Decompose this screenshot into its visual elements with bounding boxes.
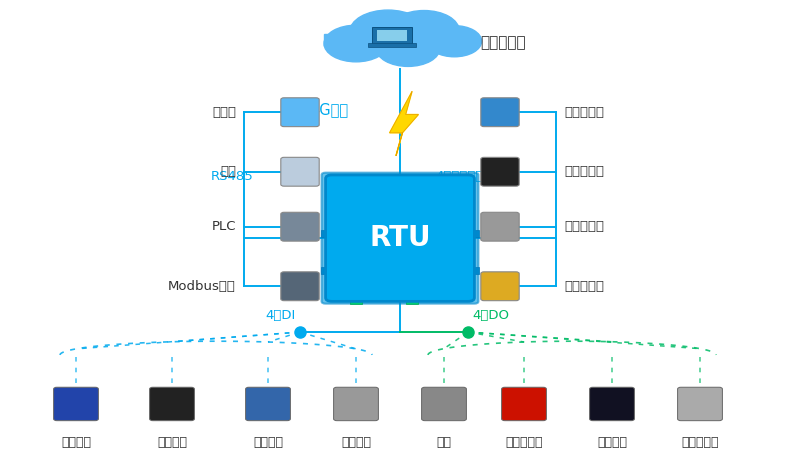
Text: RS485: RS485 xyxy=(210,170,254,183)
FancyBboxPatch shape xyxy=(321,230,332,237)
FancyBboxPatch shape xyxy=(468,230,479,237)
FancyBboxPatch shape xyxy=(350,298,362,304)
FancyBboxPatch shape xyxy=(246,387,290,420)
FancyBboxPatch shape xyxy=(326,175,474,301)
Text: 液位报警: 液位报警 xyxy=(253,436,283,449)
Text: Modbus设备: Modbus设备 xyxy=(168,280,236,293)
FancyBboxPatch shape xyxy=(150,387,194,420)
FancyBboxPatch shape xyxy=(406,298,418,304)
Text: 震动传感器: 震动传感器 xyxy=(564,165,604,178)
Text: 压力传感器: 压力传感器 xyxy=(564,220,604,233)
Text: 电机启动柜: 电机启动柜 xyxy=(682,436,718,449)
FancyBboxPatch shape xyxy=(322,173,478,304)
FancyBboxPatch shape xyxy=(321,267,332,274)
FancyBboxPatch shape xyxy=(281,158,319,186)
Text: 4路DI: 4路DI xyxy=(266,309,296,322)
FancyBboxPatch shape xyxy=(377,30,407,41)
Text: 按键检测: 按键检测 xyxy=(341,436,371,449)
FancyBboxPatch shape xyxy=(468,267,479,274)
FancyBboxPatch shape xyxy=(481,272,519,301)
Text: 4路DO: 4路DO xyxy=(472,309,509,322)
FancyBboxPatch shape xyxy=(281,272,319,301)
FancyBboxPatch shape xyxy=(372,27,412,44)
FancyBboxPatch shape xyxy=(281,213,319,241)
Text: 水位传感器: 水位传感器 xyxy=(564,280,604,293)
FancyBboxPatch shape xyxy=(481,213,519,241)
Circle shape xyxy=(376,30,440,66)
Circle shape xyxy=(324,25,388,62)
Text: 门禁开关: 门禁开关 xyxy=(597,436,627,449)
Text: RTU: RTU xyxy=(370,224,430,252)
FancyBboxPatch shape xyxy=(368,43,416,47)
FancyBboxPatch shape xyxy=(422,387,466,420)
Text: PLC: PLC xyxy=(211,220,236,233)
Text: 云端服务器: 云端服务器 xyxy=(480,35,526,50)
Text: 入侵报警: 入侵报警 xyxy=(157,436,187,449)
FancyBboxPatch shape xyxy=(334,387,378,420)
Circle shape xyxy=(389,11,459,51)
Text: 电表: 电表 xyxy=(220,165,236,178)
FancyBboxPatch shape xyxy=(678,387,722,420)
Text: 温度传感器: 温度传感器 xyxy=(564,106,604,119)
Text: 马达: 马达 xyxy=(437,436,451,449)
FancyBboxPatch shape xyxy=(590,387,634,420)
Polygon shape xyxy=(390,92,418,156)
Circle shape xyxy=(350,10,426,54)
Text: 4路电流检测: 4路电流检测 xyxy=(436,170,484,183)
Text: 流量计: 流量计 xyxy=(212,106,236,119)
FancyBboxPatch shape xyxy=(481,98,519,127)
FancyBboxPatch shape xyxy=(502,387,546,420)
FancyBboxPatch shape xyxy=(54,387,98,420)
FancyBboxPatch shape xyxy=(281,98,319,127)
Text: 声光报警器: 声光报警器 xyxy=(506,436,542,449)
Polygon shape xyxy=(324,34,478,46)
Text: 4G通信: 4G通信 xyxy=(310,103,348,117)
FancyBboxPatch shape xyxy=(481,158,519,186)
Text: 油温报警: 油温报警 xyxy=(61,436,91,449)
Circle shape xyxy=(427,26,482,57)
